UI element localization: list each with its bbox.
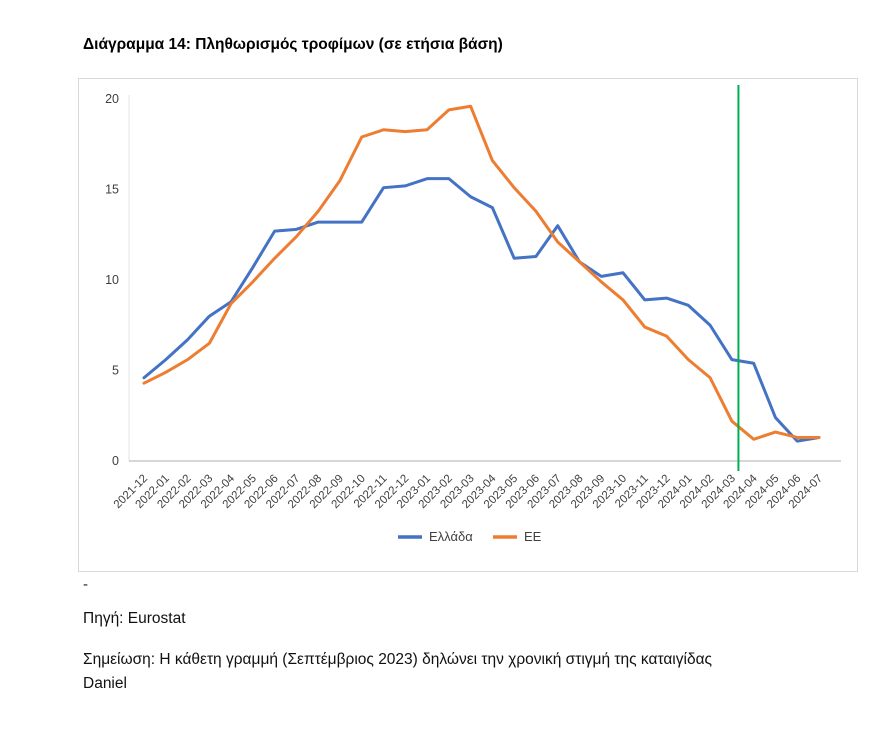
chart-svg: 051015202021-122022-012022-022022-032022… xyxy=(105,85,841,544)
y-axis-tick-label: 20 xyxy=(105,92,119,106)
series-line-0 xyxy=(142,177,821,443)
chart: 0 5 10 15 20 2021-12 2022-01 2022-02 2022-03 2022… xyxy=(78,78,858,572)
y-axis-tick-label: 0 xyxy=(112,454,119,468)
series-line-1 xyxy=(142,104,821,441)
page-title: Διάγραμμα 14: Πληθωρισμός τροφίμων (σε ε… xyxy=(83,36,503,53)
legend-label-0: Ελλάδα xyxy=(429,529,473,544)
y-axis-tick-label: 5 xyxy=(112,364,119,378)
y-axis-tick-label: 10 xyxy=(105,273,119,287)
y-axis-tick-label: 15 xyxy=(105,183,119,197)
note-text: Σημείωση: Η κάθετη γραμμή (Σεπτέμβριος 2… xyxy=(83,651,712,693)
dash-text: - xyxy=(83,576,88,593)
legend-label-1: ΕΕ xyxy=(524,529,542,544)
source-text: Πηγή: Eurostat xyxy=(83,610,186,627)
